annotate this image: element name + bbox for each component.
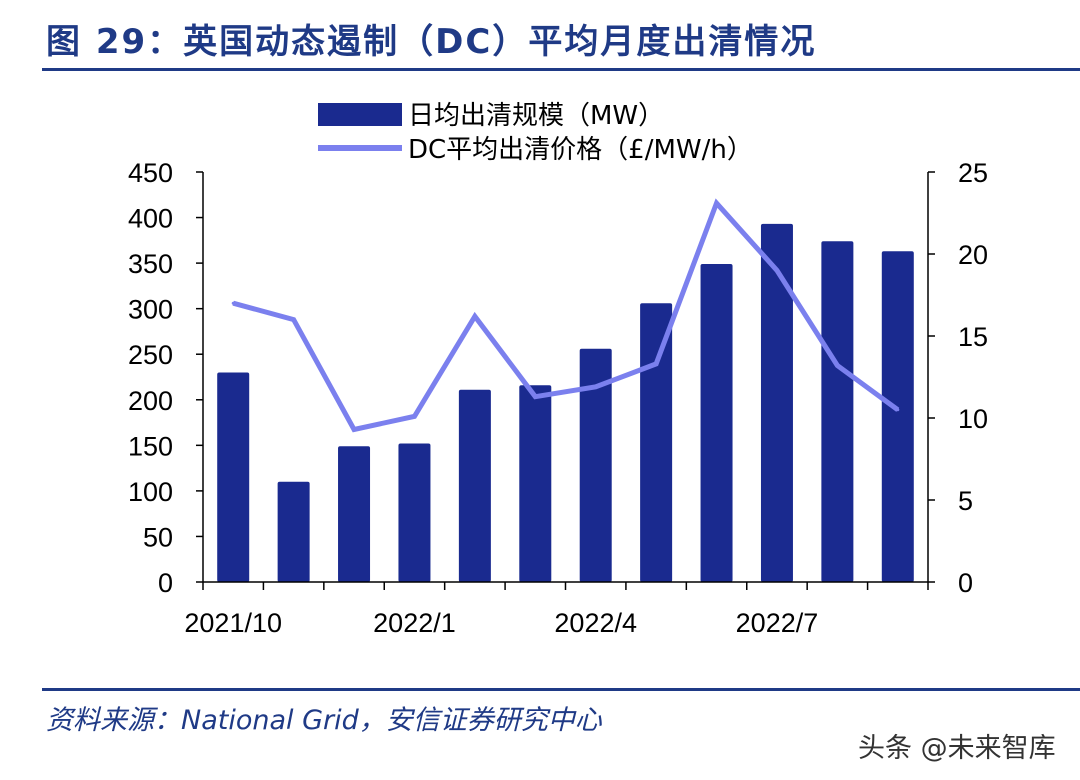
price-line xyxy=(232,198,900,433)
bar-2022/1 xyxy=(398,443,431,582)
left-tick-label: 100 xyxy=(128,477,173,507)
bar-2021/11 xyxy=(277,481,310,582)
bar-2022/3 xyxy=(519,385,552,582)
x-tick-label: 2022/7 xyxy=(736,608,819,638)
x-tick-label: 2022/4 xyxy=(554,608,637,638)
left-tick-label: 250 xyxy=(128,340,173,370)
left-tick-label: 350 xyxy=(128,249,173,279)
bar-2022/4 xyxy=(579,348,612,582)
price-point-2022/3 xyxy=(533,395,537,399)
right-tick-label: 20 xyxy=(958,240,988,270)
left-tick-label: 300 xyxy=(128,295,173,325)
price-point-2022/7 xyxy=(775,268,779,272)
price-point-2022/1 xyxy=(412,414,416,418)
title-rule xyxy=(42,68,1080,71)
right-tick-label: 5 xyxy=(958,486,973,516)
right-tick-label: 0 xyxy=(958,568,973,598)
price-point-2022/2 xyxy=(473,314,477,318)
left-tick-label: 400 xyxy=(128,204,173,234)
bar-2022/8 xyxy=(821,241,854,582)
bottom-rule xyxy=(42,688,1080,691)
bar-2022/5 xyxy=(640,303,673,582)
left-tick-label: 50 xyxy=(143,522,173,552)
legend-label-line: DC平均出清价格（£/MW/h） xyxy=(408,135,753,165)
right-tick-label: 15 xyxy=(958,322,988,352)
bar-2022/2 xyxy=(458,389,491,582)
x-tick-label: 2021/10 xyxy=(184,608,282,638)
price-point-2022/5 xyxy=(654,362,658,366)
left-tick-label: 450 xyxy=(128,158,173,188)
right-tick-label: 10 xyxy=(958,404,988,434)
price-point-2021/10 xyxy=(231,301,235,305)
price-point-2021/12 xyxy=(352,427,356,431)
right-tick-label: 25 xyxy=(958,158,988,188)
bar-2022/7 xyxy=(760,223,793,582)
left-tick-label: 150 xyxy=(128,431,173,461)
left-tick-label: 0 xyxy=(158,568,173,598)
left-tick-label: 200 xyxy=(128,386,173,416)
legend-swatch-bar xyxy=(318,103,402,126)
figure-title: 图 29：英国动态遏制（DC）平均月度出清情况 xyxy=(46,22,817,62)
price-point-2022/8 xyxy=(835,364,839,368)
price-point-2022/6 xyxy=(715,201,719,205)
source-note: 资料来源：National Grid，安信证券研究中心 xyxy=(46,705,602,736)
x-tick-label: 2022/1 xyxy=(373,608,456,638)
watermark: 头条 @未来智库 xyxy=(858,733,1056,764)
bar-2022/6 xyxy=(700,264,733,582)
price-point-2022/4 xyxy=(594,385,598,389)
bar-2022/9 xyxy=(881,251,914,582)
bar-2021/12 xyxy=(338,446,371,582)
bar-2021/10 xyxy=(217,372,250,582)
legend-label-bar: 日均出清规模（MW） xyxy=(408,101,664,131)
price-point-2021/11 xyxy=(292,318,296,322)
chart-area: 日均出清规模（MW）DC平均出清价格（£/MW/h）05010015020025… xyxy=(128,101,988,638)
price-point-2022/9 xyxy=(896,408,900,412)
